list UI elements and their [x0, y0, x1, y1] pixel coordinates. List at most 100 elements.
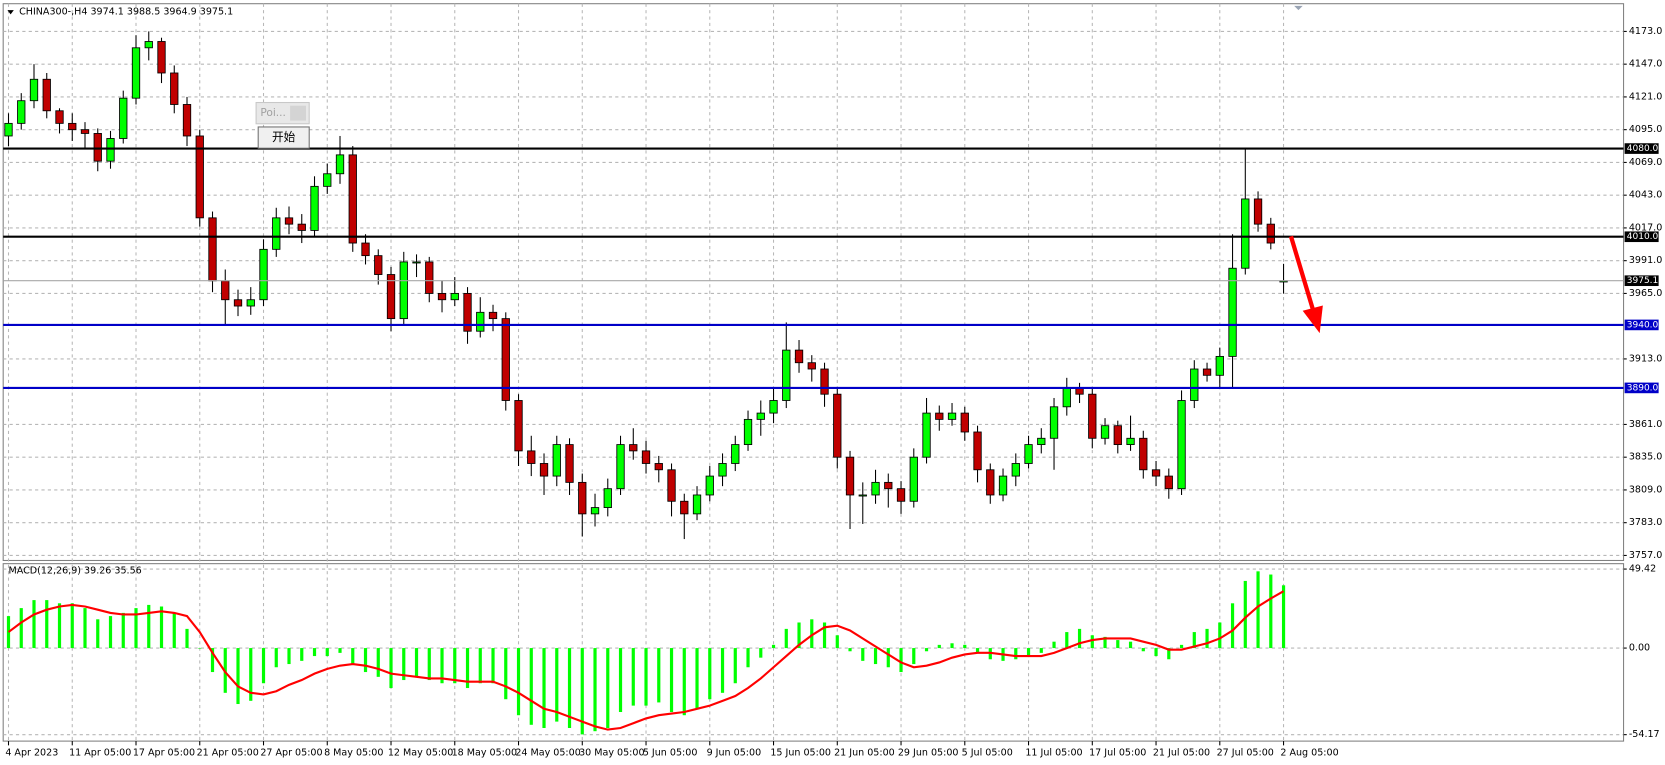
- macd-bar: [1103, 636, 1107, 649]
- macd-bar: [1167, 648, 1171, 660]
- macd-bar: [134, 608, 138, 649]
- candle-body: [233, 299, 243, 307]
- macd-bar: [1026, 648, 1031, 657]
- macd-bar: [1052, 641, 1056, 649]
- candle-body: [399, 261, 408, 320]
- candle-body: [794, 349, 804, 364]
- macd-bar: [19, 608, 23, 649]
- candle-body: [743, 418, 753, 446]
- candle-body: [1088, 393, 1097, 439]
- price-level-tag: [1624, 275, 1659, 287]
- macd-bar: [682, 648, 686, 716]
- macd-bar: [274, 648, 278, 668]
- macd-bar: [70, 603, 74, 649]
- macd-bar: [389, 648, 393, 689]
- candle-body: [578, 481, 587, 515]
- macd-bar: [236, 648, 240, 705]
- macd-bar: [848, 648, 852, 652]
- macd-bar: [708, 648, 712, 700]
- popup-title: Poi...: [260, 106, 286, 119]
- macd-bar: [542, 648, 546, 728]
- start-button[interactable]: [257, 126, 310, 149]
- candle-body: [361, 242, 370, 257]
- macd-bar: [1116, 640, 1120, 649]
- start-button-label[interactable]: 开始: [272, 130, 296, 144]
- macd-bar: [57, 603, 62, 649]
- x-tick-label: 17 Apr 05:00: [133, 747, 195, 758]
- price-level-label: 3975.1: [1627, 276, 1659, 286]
- candle-body: [1228, 267, 1237, 357]
- candle-body: [552, 444, 561, 477]
- candle-body: [284, 217, 294, 225]
- x-tick-label: 21 Apr 05:00: [197, 747, 259, 758]
- x-tick-label: 21 Jul 05:00: [1153, 747, 1210, 758]
- candle-body: [603, 488, 612, 508]
- candle-body: [106, 138, 115, 162]
- y-tick-label: 4147.0: [1629, 59, 1662, 70]
- candle-body: [1177, 400, 1186, 490]
- price-level-tag: [1624, 382, 1659, 394]
- macd-bar: [363, 648, 368, 673]
- candle-body: [208, 217, 217, 282]
- candle-body: [68, 122, 77, 131]
- candle-body: [170, 72, 179, 105]
- candle-body: [42, 78, 51, 112]
- x-tick-label: 2 Aug 05:00: [1280, 747, 1338, 758]
- candle-body: [259, 248, 268, 301]
- candle-body: [374, 255, 383, 275]
- candle-body: [17, 100, 26, 124]
- candle-body: [1062, 387, 1071, 408]
- candle-body: [565, 444, 574, 483]
- candle-body: [896, 488, 906, 502]
- candle-body: [1190, 368, 1199, 401]
- candle-body: [731, 444, 740, 464]
- candle-body: [884, 481, 893, 490]
- macd-bar: [312, 648, 317, 657]
- macd-bar: [1281, 585, 1286, 649]
- candle-body: [119, 97, 128, 139]
- macd-bar: [822, 622, 827, 649]
- macd-bar: [899, 648, 903, 673]
- y-tick-label: 49.42: [1629, 564, 1656, 575]
- macd-bar: [975, 648, 980, 653]
- price-level-label: 4080.0: [1627, 144, 1659, 154]
- x-tick-label: 4 Apr 2023: [5, 747, 58, 758]
- price-level-label: 3890.0: [1627, 383, 1659, 393]
- macd-bar: [1269, 574, 1273, 649]
- macd-bar: [835, 635, 839, 649]
- macd-bar: [810, 619, 814, 649]
- macd-bar: [121, 612, 125, 649]
- macd-bar: [108, 616, 113, 649]
- candle-body: [1049, 406, 1059, 439]
- macd-bar: [784, 628, 788, 649]
- candle-body: [386, 274, 396, 320]
- x-tick-label: 18 May 05:00: [452, 747, 517, 758]
- candle-body: [807, 362, 816, 370]
- candle-body: [93, 133, 102, 162]
- macd-bar: [261, 648, 266, 684]
- y-tick-label: -54.17: [1629, 729, 1660, 740]
- candle-body: [1241, 198, 1250, 269]
- macd-bar: [733, 648, 737, 684]
- macd-bar: [1218, 622, 1222, 649]
- candle-body: [769, 400, 778, 414]
- candle-body: [616, 444, 625, 490]
- y-tick-label: 3991.0: [1629, 255, 1662, 266]
- macd-bar: [567, 648, 572, 728]
- candle-body: [323, 173, 332, 187]
- macd-bar: [1179, 644, 1184, 649]
- macd-bar: [1128, 641, 1133, 649]
- macd-bar: [1141, 648, 1145, 652]
- y-tick-label: 4173.0: [1629, 26, 1662, 37]
- x-tick-label: 12 May 05:00: [388, 747, 453, 758]
- macd-bar: [1039, 648, 1043, 653]
- candle-body: [182, 104, 192, 137]
- candle-body: [335, 154, 345, 175]
- candle-body: [1113, 425, 1122, 446]
- candle-body: [195, 135, 204, 219]
- candle-body: [1037, 437, 1046, 446]
- popup-close[interactable]: [290, 105, 307, 121]
- candle-body: [782, 349, 791, 401]
- candle-body: [144, 41, 153, 49]
